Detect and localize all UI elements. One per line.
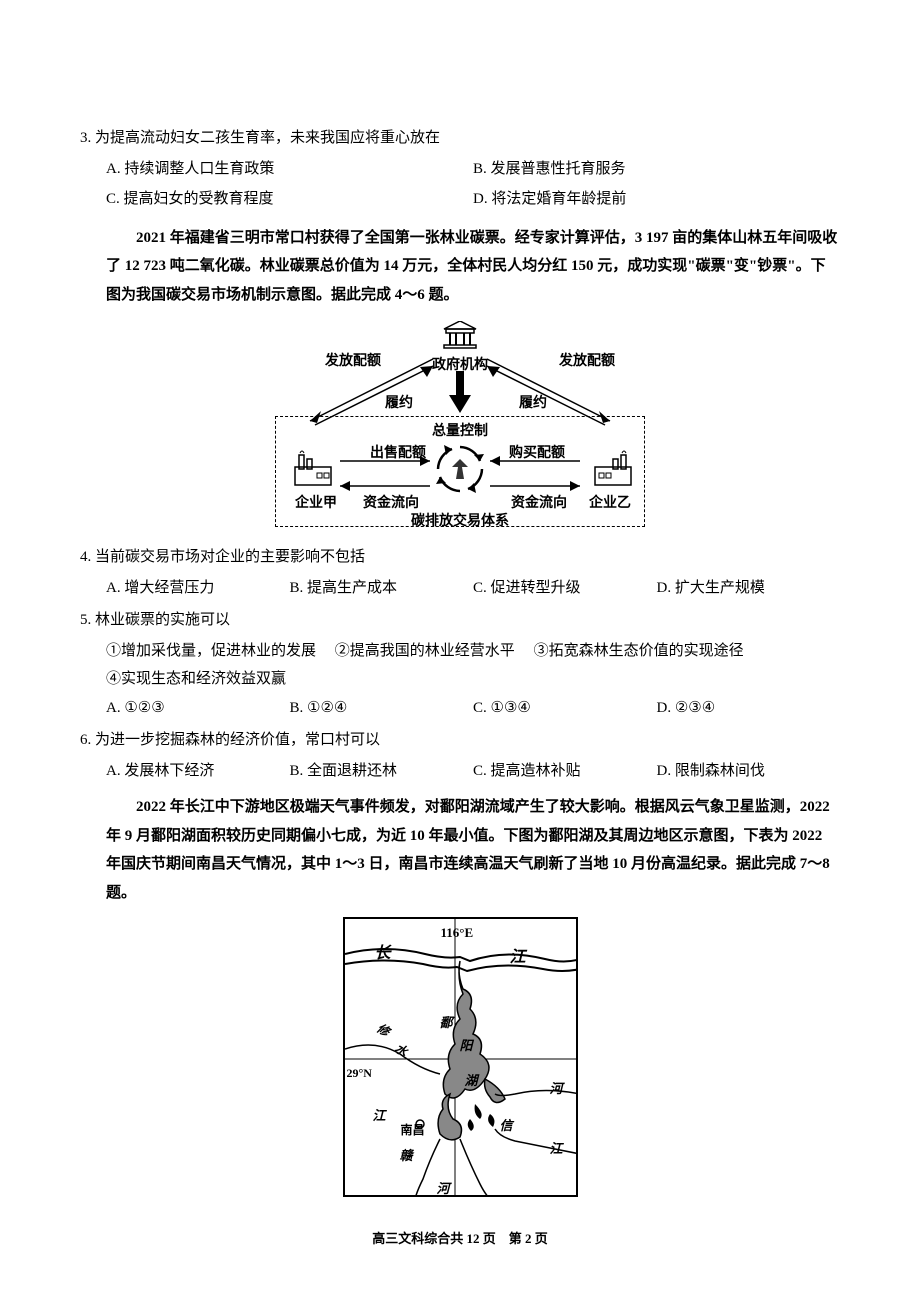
q3-opt-d: D. 将法定婚育年龄提前 (473, 185, 840, 214)
q6-opt-a: A. 发展林下经济 (106, 757, 290, 786)
money-flow-right: 资金流向 (511, 491, 567, 518)
q4-stem: 4. 当前碳交易市场对企业的主要影响不包括 (80, 543, 840, 572)
page-footer: 高三文科综合共 12 页 第 2 页 (80, 1227, 840, 1252)
q6-options: A. 发展林下经济 B. 全面退耕还林 C. 提高造林补贴 D. 限制森林间伐 (80, 757, 840, 786)
q4-opt-b: B. 提高生产成本 (290, 574, 474, 603)
q4-opt-c: C. 促进转型升级 (473, 574, 657, 603)
fulfil-right: 履约 (519, 391, 547, 418)
q6-opt-c: C. 提高造林补贴 (473, 757, 657, 786)
q6-opt-b: B. 全面退耕还林 (290, 757, 474, 786)
q3-opt-a: A. 持续调整人口生育政策 (106, 155, 473, 184)
q5-opt-d: D. ②③④ (657, 694, 841, 723)
q5-opt-c: C. ①③④ (473, 694, 657, 723)
q5-s2: ②提高我国的林业经营水平 (335, 643, 515, 659)
q3-options: A. 持续调整人口生育政策 B. 发展普惠性托育服务 C. 提高妇女的受教育程度… (80, 155, 840, 216)
changjiang-left: 长 (375, 939, 391, 969)
sell-quota-label: 出售配额 (370, 441, 426, 468)
q5-s1: ①增加采伐量，促进林业的发展 (106, 643, 316, 659)
q4-opt-a: A. 增大经营压力 (106, 574, 290, 603)
he-label-1: 河 (550, 1077, 563, 1102)
q6-stem: 6. 为进一步挖掘森林的经济价值，常口村可以 (80, 726, 840, 755)
yang-label: 阳 (460, 1034, 473, 1059)
q5-s3: ③拓宽森林生态价值的实现途径 (534, 643, 744, 659)
diagram-1-container: 政府机构 发放配额 发放配额 履约 履约 (80, 321, 840, 531)
buy-quota-label: 购买配额 (509, 441, 565, 468)
q4-opt-d: D. 扩大生产规模 (657, 574, 841, 603)
enterprise-a-label: 企业甲 (295, 491, 337, 518)
gan-label: 赣 (400, 1144, 413, 1169)
q5-stem: 5. 林业碳票的实施可以 (80, 606, 840, 635)
lat-label: 29°N (347, 1062, 372, 1085)
q5-s4: ④实现生态和经济效益双赢 (106, 671, 286, 687)
he-label-2: 河 (437, 1177, 450, 1197)
q3-opt-c: C. 提高妇女的受教育程度 (106, 185, 473, 214)
q5-opt-a: A. ①②③ (106, 694, 290, 723)
q5-options: A. ①②③ B. ①②④ C. ①③④ D. ②③④ (80, 694, 840, 723)
emit-quota-right: 发放配额 (559, 349, 615, 376)
fulfil-left: 履约 (385, 391, 413, 418)
emit-quota-left: 发放配额 (325, 349, 381, 376)
map-container: 116°E 长 江 鄱 阳 湖 29°N 修 水 河 信 南昌 赣 江 江 河 (80, 917, 840, 1197)
q6-opt-d: D. 限制森林间伐 (657, 757, 841, 786)
po-label: 鄱 (440, 1011, 453, 1036)
q5-statements: ①增加采伐量，促进林业的发展 ②提高我国的林业经营水平 ③拓宽森林生态价值的实现… (80, 637, 840, 666)
q3-stem: 3. 为提高流动妇女二孩生育率，未来我国应将重心放在 (80, 124, 840, 153)
government-icon (440, 321, 480, 349)
q3-opt-b: B. 发展普惠性托育服务 (473, 155, 840, 184)
passage-1: 2021 年福建省三明市常口村获得了全国第一张林业碳票。经专家计算评估，3 19… (80, 224, 840, 310)
lon-label: 116°E (441, 921, 474, 946)
q5-statements-2: ④实现生态和经济效益双赢 (80, 665, 840, 694)
passage-2: 2022 年长江中下游地区极端天气事件频发，对鄱阳湖流域产生了较大影响。根据风云… (80, 793, 840, 907)
xin-label: 信 (500, 1114, 513, 1139)
system-name-label: 碳排放交易体系 (411, 509, 509, 536)
poyang-lake-map: 116°E 长 江 鄱 阳 湖 29°N 修 水 河 信 南昌 赣 江 江 河 (343, 917, 578, 1197)
enterprise-b-label: 企业乙 (589, 491, 631, 518)
carbon-trading-diagram: 政府机构 发放配额 发放配额 履约 履约 (255, 321, 665, 531)
hu-label: 湖 (465, 1069, 478, 1094)
q4-options: A. 增大经营压力 B. 提高生产成本 C. 促进转型升级 D. 扩大生产规模 (80, 574, 840, 603)
jiang-label-1: 江 (373, 1104, 386, 1129)
q5-opt-b: B. ①②④ (290, 694, 474, 723)
cycle-icon (430, 439, 490, 510)
changjiang-right: 江 (510, 943, 526, 973)
nanchang-label: 南昌 (401, 1119, 425, 1142)
jiang-label-2: 江 (550, 1137, 563, 1162)
